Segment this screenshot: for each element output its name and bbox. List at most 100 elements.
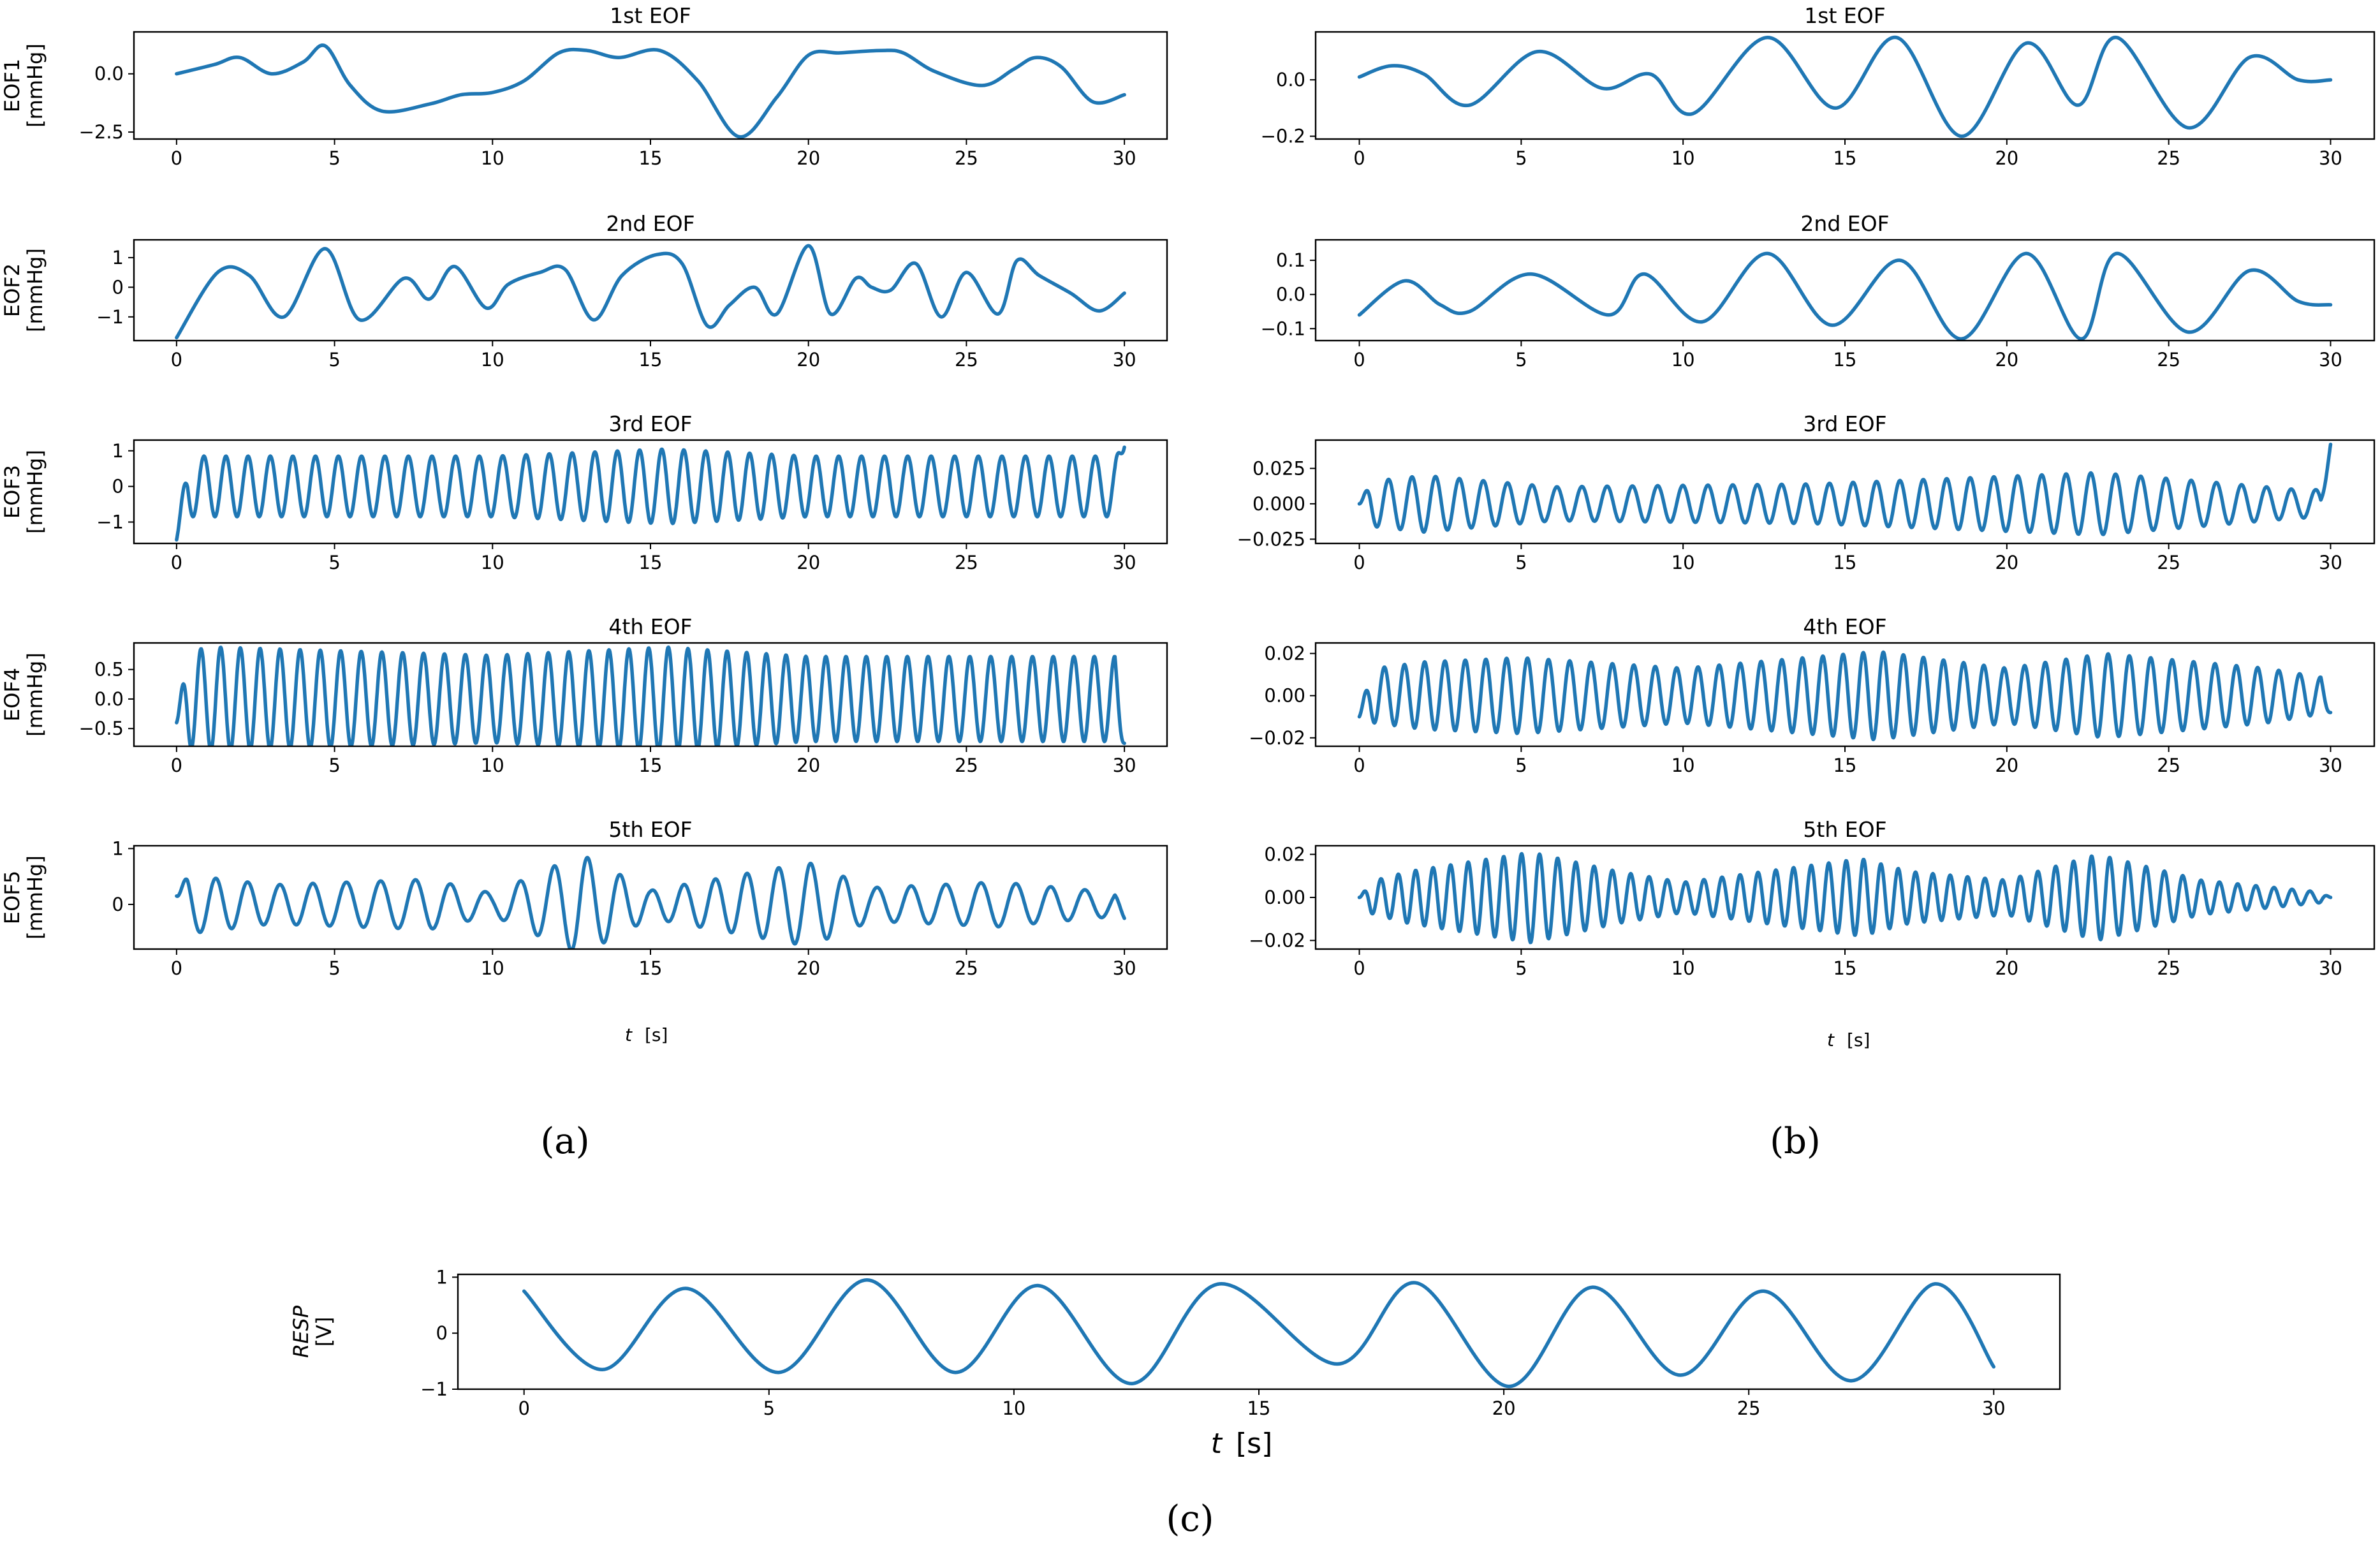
series-line-a4-0	[175, 645, 1126, 746]
ylabel-line2-a3: [mmHg]	[23, 450, 47, 534]
subplot-a4: 4th EOF 0 5 10 15 20 25 30 0.5 0.0 −0.5 EOF4[mmHg]	[0, 614, 1168, 776]
xtick-label-b3-30: 30	[2319, 552, 2342, 573]
xlabel-c-var: t	[1211, 1427, 1223, 1460]
xtick-label-a2-10: 10	[481, 349, 504, 371]
ytick-label-a1-1: −2.5	[79, 121, 124, 143]
series-line-b2-0	[1357, 251, 2333, 341]
ylabel-line1-a2: EOF2	[0, 263, 24, 317]
ytick-label-a4-2: −0.5	[79, 718, 124, 739]
xtick-label-a3-10: 10	[481, 552, 504, 573]
subplot-b5: 5th EOF 0 5 10 15 20 25 30 0.02 0.00 −0.02	[1249, 817, 2376, 979]
subplot-title-b3: 3rd EOF	[1803, 411, 1886, 436]
xtick-label-a4-15: 15	[639, 755, 663, 776]
axes-frame-b3	[1314, 439, 2376, 545]
ytick-label-a3-1: 0	[112, 476, 124, 498]
axes-frame-a1	[133, 31, 1168, 140]
series-line-b1-0	[1357, 36, 2333, 138]
xtick-label-c-15: 15	[1247, 1397, 1271, 1419]
xtick-label-c-0: 0	[518, 1397, 529, 1419]
xtick-label-b1-25: 25	[2157, 147, 2180, 169]
xtick-label-b2-0: 0	[1353, 349, 1365, 371]
subplot-title-a1: 1st EOF	[610, 3, 691, 28]
subplot-title-a2: 2nd EOF	[606, 211, 694, 236]
ytick-label-c-1: 0	[436, 1322, 448, 1344]
xtick-label-b4-20: 20	[1995, 755, 2018, 776]
xtick-label-b5-30: 30	[2319, 957, 2342, 979]
ytick-label-a4-0: 0.5	[94, 659, 124, 681]
ytick-label-c-2: −1	[420, 1378, 448, 1400]
ytick-label-a5-1: 0	[112, 894, 124, 915]
ytick-label-b4-0: 0.02	[1264, 643, 1305, 665]
xtick-label-a1-15: 15	[639, 147, 663, 169]
xtick-label-b3-0: 0	[1353, 552, 1365, 573]
ylabel-line2-a1: [mmHg]	[23, 43, 47, 128]
ytick-label-b3-2: −0.025	[1237, 528, 1305, 550]
xtick-label-b2-25: 25	[2157, 349, 2180, 371]
series-line-a1-0	[175, 43, 1126, 139]
series-line-b5-0	[1357, 851, 2333, 945]
xtick-label-b5-25: 25	[2157, 957, 2180, 979]
xtick-label-a4-20: 20	[797, 755, 820, 776]
xtick-label-a3-20: 20	[797, 552, 820, 573]
ytick-label-b3-1: 0.000	[1252, 493, 1305, 515]
xtick-label-a4-25: 25	[955, 755, 978, 776]
xtick-label-a5-15: 15	[639, 957, 663, 979]
xlabel-b-unit: [s]	[1847, 1029, 1870, 1050]
subplot-title-a5: 5th EOF	[608, 817, 692, 842]
ytick-label-a1-0: 0.0	[94, 63, 124, 85]
subplot-b1: 1st EOF 0 5 10 15 20 25 30 0.0 −0.2	[1261, 3, 2376, 169]
xtick-label-b4-25: 25	[2157, 755, 2180, 776]
xlabel-a-unit: [s]	[645, 1024, 668, 1045]
ytick-label-b3-0: 0.025	[1252, 457, 1305, 479]
xtick-label-a1-5: 5	[328, 147, 340, 169]
xtick-label-a5-30: 30	[1113, 957, 1136, 979]
ylabel-a3: EOF3[mmHg]	[0, 450, 47, 534]
xtick-label-a5-20: 20	[797, 957, 820, 979]
ylabel-line2-c: [V]	[312, 1317, 336, 1347]
xtick-label-a3-0: 0	[171, 552, 182, 573]
ylabel-a4: EOF4[mmHg]	[0, 652, 47, 737]
xtick-label-a3-5: 5	[328, 552, 340, 573]
xtick-label-a3-25: 25	[955, 552, 978, 573]
ylabel-line1-a1: EOF1	[0, 59, 24, 112]
ylabel-line1-a4: EOF4	[0, 668, 24, 721]
ylabel-a1: EOF1[mmHg]	[0, 43, 47, 128]
xtick-label-a5-0: 0	[171, 957, 182, 979]
ytick-label-a5-0: 1	[112, 837, 124, 859]
xtick-label-a5-10: 10	[481, 957, 504, 979]
xlabel-c: t [s]	[1211, 1427, 1273, 1460]
ytick-label-b4-1: 0.00	[1264, 685, 1305, 707]
xlabel-c-unit: [s]	[1236, 1427, 1272, 1460]
xtick-label-b1-20: 20	[1995, 147, 2018, 169]
xtick-label-b4-15: 15	[1833, 755, 1857, 776]
xtick-label-a2-5: 5	[328, 349, 340, 371]
xlabel-a-var: t	[625, 1024, 633, 1045]
xlabel-b-var: t	[1827, 1029, 1835, 1050]
ylabel-line1-a5: EOF5	[0, 871, 24, 924]
subplot-title-b2: 2nd EOF	[1800, 211, 1889, 236]
ytick-label-a2-2: −1	[96, 306, 124, 328]
xtick-label-b1-5: 5	[1515, 147, 1527, 169]
ytick-label-b2-2: −0.1	[1261, 318, 1305, 339]
xtick-label-c-5: 5	[763, 1397, 775, 1419]
ytick-label-b5-2: −0.02	[1249, 930, 1305, 952]
xtick-label-c-30: 30	[1982, 1397, 2006, 1419]
ytick-label-b1-0: 0.0	[1276, 69, 1305, 91]
xtick-label-a3-15: 15	[639, 552, 663, 573]
xtick-label-b5-15: 15	[1833, 957, 1857, 979]
axes-frame-a3	[133, 439, 1168, 545]
ytick-label-a4-1: 0.0	[94, 688, 124, 710]
ytick-label-b4-2: −0.02	[1249, 727, 1305, 749]
xtick-label-b1-15: 15	[1833, 147, 1857, 169]
xtick-label-a1-10: 10	[481, 147, 504, 169]
xtick-label-a1-25: 25	[955, 147, 978, 169]
xtick-label-a3-30: 30	[1113, 552, 1136, 573]
ylabel-line1-c: RESP	[289, 1305, 313, 1358]
xtick-label-b3-10: 10	[1671, 552, 1695, 573]
ytick-label-a2-0: 1	[112, 247, 124, 269]
xtick-label-b2-15: 15	[1833, 349, 1857, 371]
